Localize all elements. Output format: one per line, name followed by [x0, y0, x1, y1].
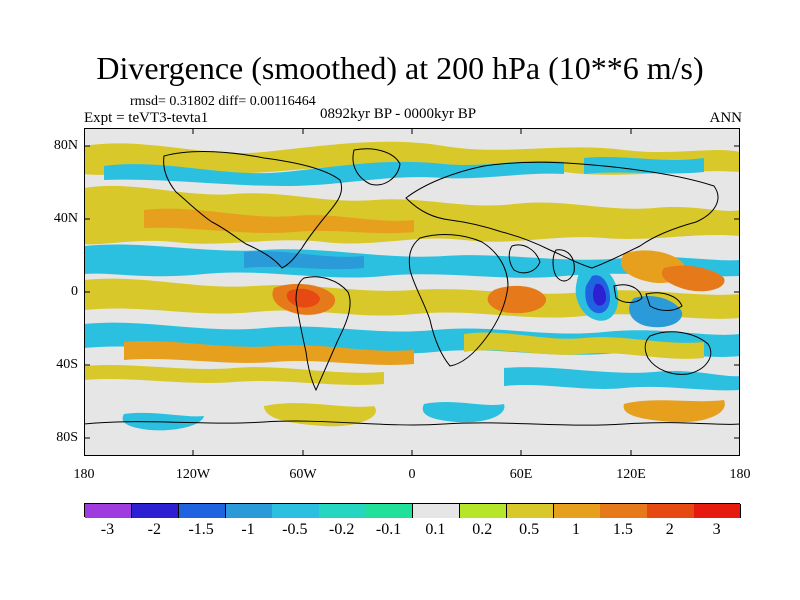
field-blob — [422, 402, 505, 423]
coastlines — [84, 148, 740, 426]
colorbar-label: -0.2 — [329, 521, 355, 538]
colorbar-label: 1.5 — [612, 521, 633, 538]
field-band — [144, 208, 414, 234]
colorbar-swatch — [694, 504, 742, 518]
y-tick-label: 80S — [56, 430, 78, 445]
colorbar — [84, 503, 742, 518]
x-tick-label: 180 — [729, 467, 751, 482]
x-tick-label: 180 — [73, 467, 95, 482]
x-tick-label: 0 — [408, 467, 416, 482]
colorbar-swatch — [459, 504, 508, 518]
colorbar-label: -0.5 — [282, 521, 308, 538]
divergence-map — [84, 128, 740, 456]
field-band — [104, 161, 564, 186]
colorbar-label: -1 — [241, 521, 255, 538]
map-frame — [84, 128, 740, 456]
field-band — [84, 141, 740, 175]
x-tick-label: 60W — [289, 467, 317, 482]
field-blob — [629, 295, 683, 328]
period-label: 0892kyr BP - 0000kyr BP — [320, 106, 477, 122]
chart-title: Divergence (smoothed) at 200 hPa (10**6 … — [96, 50, 704, 86]
season-label: ANN — [709, 110, 743, 126]
colorbar-swatch — [366, 504, 414, 518]
field-blob — [487, 285, 547, 314]
colorbar-swatch — [600, 504, 648, 518]
colorbar-swatch — [272, 504, 320, 518]
colorbar-label: 0.1 — [425, 521, 446, 538]
colorbar-label: 1 — [572, 521, 580, 538]
y-tick-label: 80N — [53, 138, 78, 153]
colorbar-swatch — [131, 504, 180, 518]
y-tick-label: 40S — [56, 357, 78, 372]
field-band — [84, 278, 740, 319]
field-blob — [623, 400, 725, 423]
field-blob — [264, 403, 376, 427]
colorbar-label: -3 — [100, 521, 115, 538]
colorbar-label: 3 — [712, 521, 721, 538]
x-tick-label: 60E — [509, 467, 533, 482]
colorbar-swatch — [319, 504, 367, 518]
colorbar-swatch — [553, 504, 601, 518]
field-band — [464, 332, 704, 359]
field-band — [584, 157, 704, 174]
field-band — [504, 367, 740, 391]
colorbar-swatch — [85, 504, 133, 518]
colorbar-swatch — [413, 504, 461, 518]
colorbar-swatch — [178, 504, 227, 518]
field-blob — [661, 265, 725, 292]
experiment-label: Expt = teVT3-tevta1 — [84, 110, 209, 126]
colorbar-label: 0.2 — [472, 521, 493, 538]
colorbar-label: -0.1 — [375, 521, 402, 538]
colorbar-label: 0.5 — [519, 521, 540, 538]
field-band — [124, 341, 414, 365]
colorbar-label: 2 — [665, 521, 674, 538]
colorbar-swatch — [225, 504, 273, 518]
x-tick-label: 120W — [175, 467, 211, 482]
field-blob — [286, 288, 320, 308]
colorbar-swatch — [647, 504, 695, 518]
colorbar-label: -2 — [147, 521, 161, 538]
x-tick-label: 120E — [616, 467, 646, 482]
colorbar-swatch — [506, 504, 555, 518]
y-tick-label: 0 — [71, 284, 78, 299]
field-band — [244, 251, 364, 270]
y-tick-label: 40N — [53, 211, 78, 226]
colorbar-label: -1.5 — [188, 521, 214, 538]
field-blob — [593, 283, 606, 306]
stats-label: rmsd= 0.31802 diff= 0.00116464 — [130, 94, 316, 109]
